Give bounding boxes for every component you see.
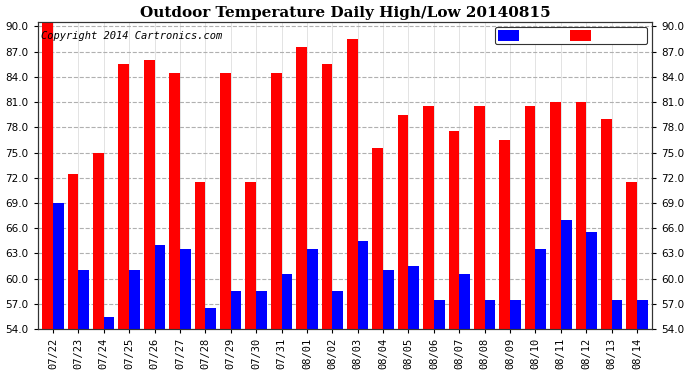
Bar [79,270,89,329]
Text: Copyright 2014 Cartronics.com: Copyright 2014 Cartronics.com [41,32,222,41]
Bar [434,300,444,329]
Bar [144,60,155,329]
Bar [357,241,368,329]
Title: Outdoor Temperature Daily High/Low 20140815: Outdoor Temperature Daily High/Low 20140… [139,6,551,20]
Bar [93,153,104,329]
Bar [307,249,317,329]
Bar [500,140,510,329]
Legend: Low  (°F), High  (°F): Low (°F), High (°F) [495,27,647,44]
Bar [398,115,408,329]
Bar [383,270,394,329]
Bar [373,148,383,329]
Bar [637,300,648,329]
Bar [271,73,282,329]
Bar [155,245,165,329]
Bar [322,64,333,329]
Bar [296,47,307,329]
Bar [525,106,535,329]
Bar [550,102,561,329]
Bar [575,102,586,329]
Bar [195,182,206,329]
Bar [510,300,521,329]
Bar [561,220,571,329]
Bar [448,132,460,329]
Bar [601,119,611,329]
Bar [42,22,53,329]
Bar [53,203,63,329]
Bar [180,249,190,329]
Bar [282,274,292,329]
Bar [586,232,597,329]
Bar [230,291,241,329]
Bar [347,39,357,329]
Bar [460,274,470,329]
Bar [474,106,484,329]
Bar [169,73,180,329]
Bar [484,300,495,329]
Bar [246,182,256,329]
Bar [104,316,115,329]
Bar [129,270,140,329]
Bar [119,64,129,329]
Bar [333,291,343,329]
Bar [535,249,546,329]
Bar [206,308,216,329]
Bar [408,266,419,329]
Bar [423,106,434,329]
Bar [256,291,267,329]
Bar [68,174,79,329]
Bar [611,300,622,329]
Bar [220,73,230,329]
Bar [627,182,637,329]
